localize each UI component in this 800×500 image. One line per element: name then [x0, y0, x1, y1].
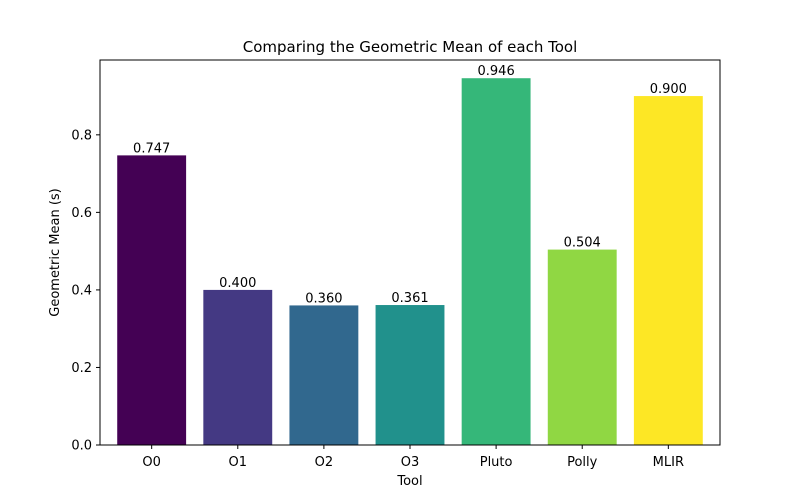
bar-o0: [117, 155, 187, 445]
y-tick-label: 0.4: [71, 283, 92, 298]
bar-polly: [547, 249, 617, 445]
bars-group: [117, 78, 703, 445]
bar-o1: [203, 289, 273, 445]
value-label-o1: 0.400: [219, 276, 256, 291]
x-axis-ticks: O0 O1 O2 O3 Pluto Polly MLIR: [142, 445, 684, 470]
chart-title: Comparing the Geometric Mean of each Too…: [243, 38, 578, 56]
y-tick-label: 0.6: [71, 206, 92, 221]
x-tick-label-pluto: Pluto: [480, 455, 513, 470]
y-axis-ticks: 0.0 0.2 0.4 0.6 0.8: [71, 128, 100, 454]
bar-pluto: [461, 78, 531, 445]
x-tick-label-o3: O3: [401, 455, 420, 470]
x-tick-label-o2: O2: [315, 455, 334, 470]
value-label-o3: 0.361: [391, 291, 428, 306]
bar-o2: [289, 305, 359, 445]
value-label-polly: 0.504: [564, 236, 601, 251]
x-tick-label-polly: Polly: [567, 455, 598, 470]
value-label-pluto: 0.946: [478, 64, 515, 79]
x-axis-label: Tool: [396, 474, 422, 489]
bar-mlir: [633, 96, 703, 445]
bar-o3: [375, 305, 445, 445]
x-tick-label-o1: O1: [229, 455, 248, 470]
value-label-o2: 0.360: [305, 291, 342, 306]
value-label-mlir: 0.900: [650, 82, 687, 97]
y-tick-label: 0.2: [71, 361, 92, 376]
y-tick-label: 0.0: [71, 439, 92, 454]
value-label-o0: 0.747: [133, 141, 170, 156]
y-axis-label: Geometric Mean (s): [48, 188, 63, 317]
x-tick-label-mlir: MLIR: [653, 455, 684, 470]
x-tick-label-o0: O0: [142, 455, 161, 470]
value-labels-group: 0.747 0.400 0.360 0.361 0.946 0.504 0.900: [133, 64, 687, 306]
plot-frame: [99, 59, 721, 446]
y-tick-label: 0.8: [71, 128, 92, 143]
